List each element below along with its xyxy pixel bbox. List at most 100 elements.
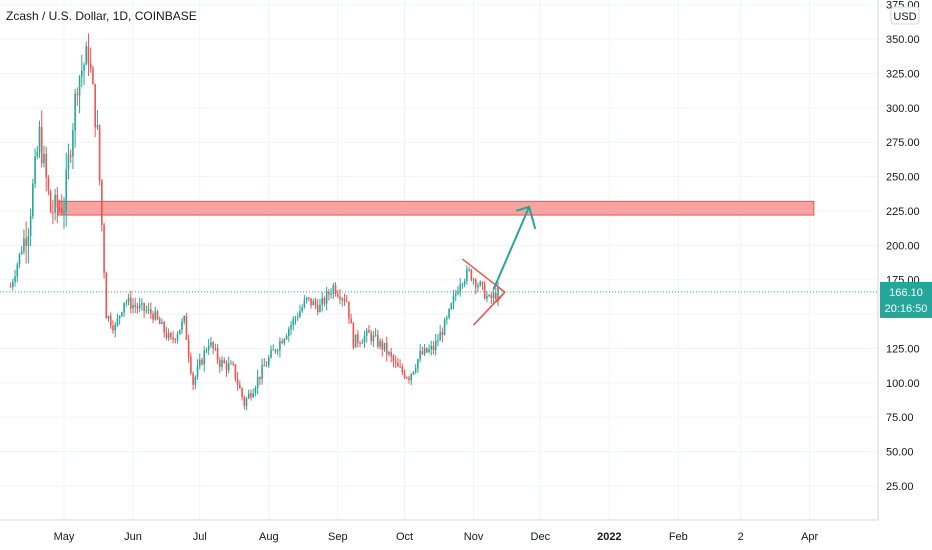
candle-body [198, 359, 201, 367]
candle-body [163, 322, 165, 333]
candle-body [428, 349, 430, 353]
candle-body [419, 351, 421, 360]
candle-body [288, 328, 290, 337]
candle-body [479, 281, 482, 286]
candle-body [190, 356, 192, 374]
chart-grid [0, 0, 878, 520]
candle-body [461, 284, 464, 286]
candle-body [279, 341, 281, 351]
candle-body [127, 297, 130, 303]
price-tick-label: 225.00 [886, 206, 920, 218]
candle-body [219, 360, 221, 367]
candle-body [314, 300, 317, 305]
symbol-title[interactable]: Zcash / U.S. Dollar, 1D, COINBASE [6, 9, 197, 23]
candle-body [58, 207, 61, 209]
candle-body [227, 363, 230, 371]
candle-body [121, 312, 123, 316]
time-tick-label: Jun [124, 531, 142, 543]
candle-body [477, 285, 479, 288]
candle-body [178, 329, 181, 335]
candle-body [390, 352, 392, 357]
candle-body [357, 334, 359, 343]
time-tick-label: Dec [531, 531, 551, 543]
candle-body [312, 300, 315, 306]
candle-body [170, 333, 172, 338]
currency-badge-box[interactable] [890, 6, 920, 25]
candle-body [123, 302, 125, 313]
candle-body [319, 304, 321, 313]
candle-body [334, 285, 337, 294]
candle-body [466, 269, 468, 281]
candle-body [350, 318, 352, 324]
candle-body [281, 341, 283, 344]
candle-body [397, 362, 399, 367]
candle-body [488, 295, 490, 297]
candle-body [388, 352, 390, 355]
time-tick-label: 2022 [597, 531, 621, 543]
price-tick-label: 200.00 [886, 240, 920, 252]
candle-body [332, 285, 335, 295]
candle-body [247, 393, 250, 399]
candle-body [336, 293, 339, 297]
candle-body [232, 363, 234, 365]
price-axis[interactable]: 25.0050.0075.00100.00125.00150.00175.002… [886, 0, 920, 493]
candle-body [301, 307, 303, 312]
candle-body [12, 281, 14, 287]
candle-body [74, 93, 76, 131]
candle-body [348, 301, 350, 319]
candle-body [486, 295, 488, 299]
candle-body [434, 340, 437, 351]
candle-body [214, 348, 217, 350]
projection-arrow-line[interactable] [492, 206, 531, 290]
candle-body [234, 364, 237, 380]
candle-body [439, 332, 441, 341]
candle-body [252, 393, 254, 398]
candle-body [316, 304, 319, 313]
candle-body [495, 292, 497, 300]
candle-body [243, 397, 246, 406]
time-tick-label: Oct [396, 531, 413, 543]
time-tick-label: Sep [328, 531, 348, 543]
candle-body [408, 377, 410, 381]
candle-body [310, 298, 312, 306]
resistance-zone-rect[interactable] [57, 200, 815, 216]
candle-body [328, 291, 330, 295]
candle-body [181, 321, 183, 330]
candle-body [40, 127, 43, 164]
candle-body [183, 315, 185, 322]
candle-body [45, 153, 47, 178]
candle-body [474, 279, 477, 288]
candle-body [323, 297, 326, 304]
candle-body [379, 340, 381, 347]
candle-body [368, 330, 370, 333]
candle-series [9, 33, 499, 411]
candle-body [296, 317, 299, 319]
candle-body [330, 294, 332, 296]
candle-body [345, 301, 348, 303]
candle-body [85, 46, 88, 65]
candle-body [67, 155, 70, 170]
candle-body [158, 318, 161, 325]
candle-body [201, 359, 203, 365]
candle-body [472, 279, 475, 281]
candle-body [341, 298, 344, 300]
candle-body [152, 313, 154, 320]
candle-body [96, 125, 99, 128]
candle-body [426, 347, 428, 353]
candle-body [187, 339, 190, 357]
candle-body [359, 342, 361, 344]
candle-body [437, 340, 439, 342]
candle-body [105, 272, 108, 319]
candle-body [459, 284, 461, 292]
candle-body [154, 311, 157, 320]
time-tick-label: May [54, 531, 75, 543]
candle-body [205, 350, 208, 352]
currency-badge: USD [893, 11, 916, 23]
candle-body [203, 350, 206, 365]
candle-body [285, 336, 288, 340]
candle-body [87, 46, 90, 64]
candle-body [54, 194, 56, 213]
time-axis[interactable]: May Jun Jul Aug Sep Oct Nov Dec 2022 Feb 2 Apr [54, 531, 819, 543]
candle-body [112, 325, 114, 331]
